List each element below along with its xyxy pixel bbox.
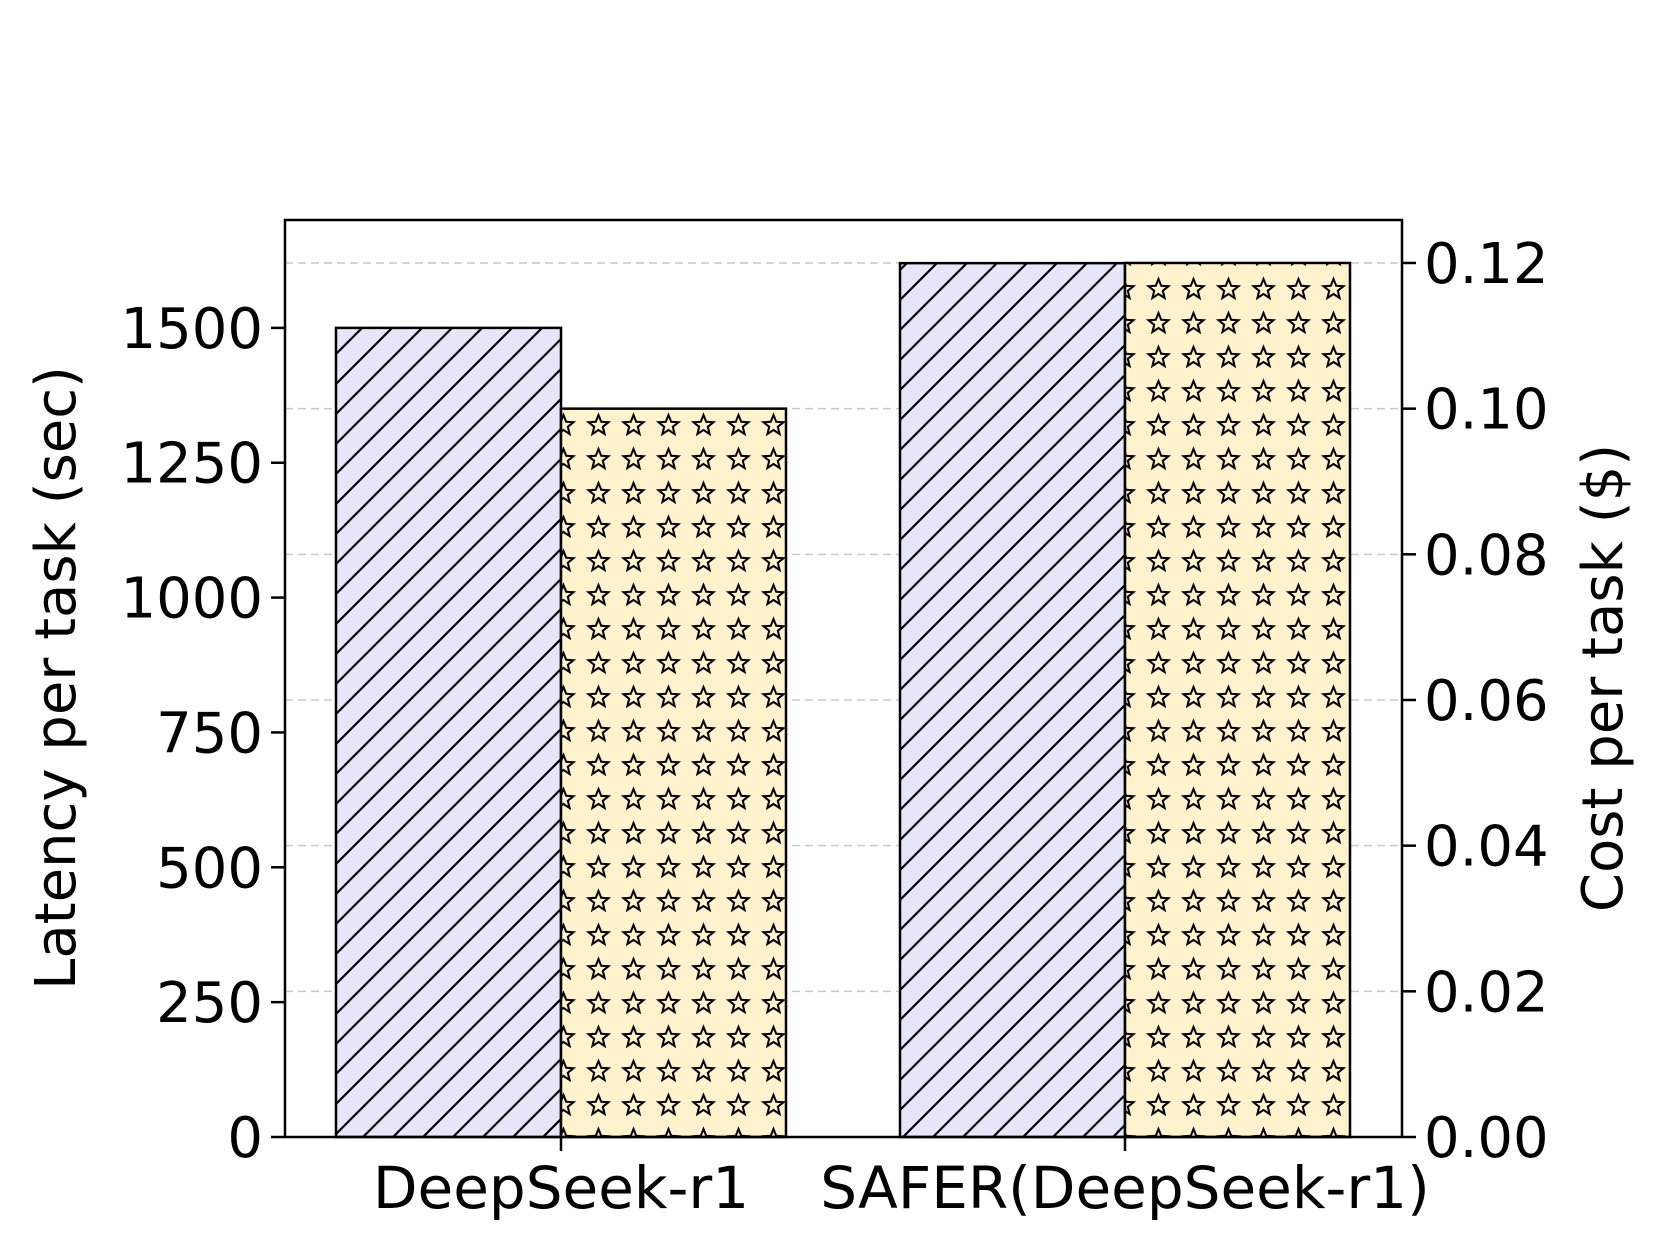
x-axis: DeepSeek-r1 SAFER(DeepSeek-r1) [373,1137,1430,1222]
plot-frame [283,218,1404,1139]
right-tick-label: 0.10 [1424,378,1549,443]
bar [334,326,563,1139]
right-tick-label: 0.06 [1424,669,1549,734]
left-tick-label: 1250 [120,432,263,497]
right-axis: 0.00 0.02 0.04 0.06 0.08 0.10 0.12 [1402,232,1549,1171]
bar [898,261,1127,1139]
bars [334,261,1352,1139]
right-axis-label: Cost per task ($) [1571,444,1636,912]
left-axis-label: Latency per task (sec) [24,366,89,990]
left-tick-label: 0 [227,1106,263,1171]
bar [559,407,788,1139]
category-label: DeepSeek-r1 [373,1154,749,1222]
right-tick-label: 0.08 [1424,523,1549,588]
right-tick-label: 0.04 [1424,815,1549,880]
left-tick-label: 500 [156,836,263,901]
left-tick-label: 250 [156,971,263,1036]
left-tick-label: 1000 [120,567,263,632]
left-axis: 0 250 500 750 1000 1250 1500 [120,297,285,1171]
bar [1123,261,1352,1139]
right-tick-label: 0.12 [1424,232,1549,297]
right-tick-label: 0.02 [1424,960,1549,1025]
left-tick-label: 750 [156,701,263,766]
right-tick-label: 0.00 [1424,1106,1549,1171]
left-tick-label: 1500 [120,297,263,362]
category-label: SAFER(DeepSeek-r1) [820,1154,1429,1222]
